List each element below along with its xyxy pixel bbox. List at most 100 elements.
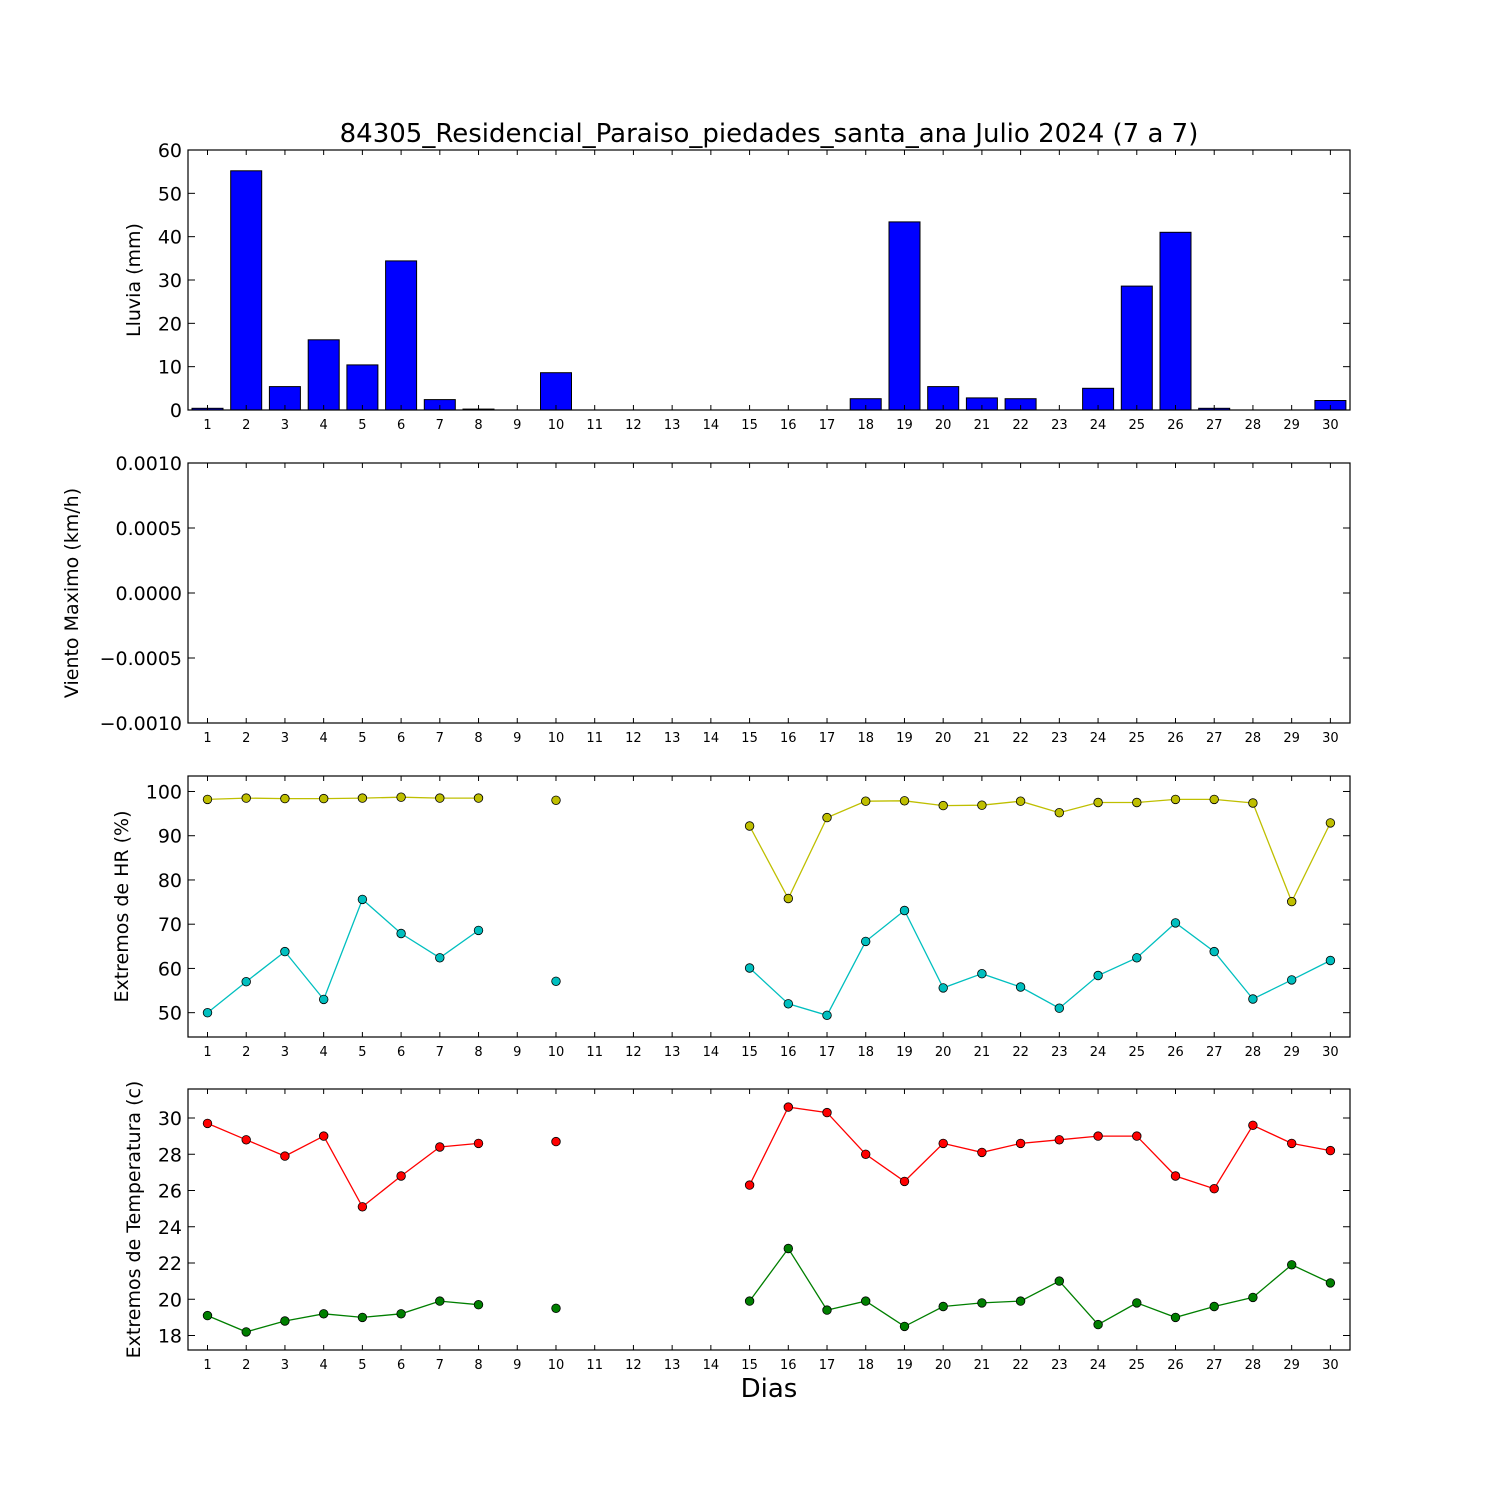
wind-panel: 1 2 3 4 5 6 7 8 9 10 11 12 13 14 15 16 17 18 19 20 21 22 23 24 2… bbox=[61, 453, 1351, 746]
humidity-point-day-28 bbox=[1248, 798, 1258, 808]
temperature-point-day-23 bbox=[1054, 1135, 1065, 1145]
temperature-panel: 1 2 3 4 5 6 7 8 9 10 11 12 13 14 15 16 17 18 19 20 21 22 23 24 2… bbox=[123, 1081, 1351, 1373]
y-tick-label: 30 bbox=[158, 270, 182, 292]
x-tick-label: 30 bbox=[1322, 1045, 1339, 1060]
x-tick-label: 8 bbox=[474, 731, 482, 746]
temperature-point-day-16 bbox=[783, 1243, 794, 1254]
x-tick-label: 29 bbox=[1283, 418, 1300, 433]
temperature-point-day-7 bbox=[435, 1142, 445, 1152]
humidity-point-day-16 bbox=[783, 893, 794, 904]
x-tick-label: 2 bbox=[242, 731, 250, 746]
humidity-point-day-30 bbox=[1325, 955, 1336, 966]
x-tick-label: 19 bbox=[896, 1045, 913, 1060]
bar-day-6 bbox=[385, 260, 418, 411]
x-tick-label: 22 bbox=[1012, 418, 1029, 433]
y-tick-label: 18 bbox=[158, 1326, 182, 1348]
humidity-point-day-7 bbox=[435, 793, 445, 803]
temperature-axes-frame bbox=[187, 1088, 1351, 1351]
y-tick-label: −0.0005 bbox=[100, 648, 182, 670]
x-tick-label: 13 bbox=[664, 1045, 681, 1060]
humidity-point-day-1 bbox=[202, 794, 213, 805]
temperature-point-day-17 bbox=[822, 1107, 832, 1118]
humidity-point-day-7 bbox=[435, 953, 445, 963]
x-tick-label: 25 bbox=[1129, 731, 1146, 746]
x-tick-label: 18 bbox=[857, 1358, 874, 1373]
temperature-point-day-25 bbox=[1132, 1298, 1142, 1308]
x-tick-label: 18 bbox=[857, 418, 874, 433]
temperature-point-day-6 bbox=[396, 1309, 406, 1319]
x-tick-label: 4 bbox=[320, 1045, 328, 1060]
x-tick-label: 21 bbox=[974, 731, 991, 746]
temperature-point-day-18 bbox=[861, 1149, 871, 1160]
x-tick-label: 20 bbox=[935, 1045, 952, 1060]
humidity-point-day-23 bbox=[1054, 808, 1065, 818]
temperature-point-day-19 bbox=[899, 1321, 910, 1332]
humidity-point-day-15 bbox=[744, 963, 755, 973]
x-tick-label: 29 bbox=[1283, 1358, 1300, 1373]
x-tick-label: 2 bbox=[242, 418, 250, 433]
temperature-point-day-29 bbox=[1286, 1260, 1297, 1270]
x-tick-label: 19 bbox=[896, 418, 913, 433]
x-axis-label: Dias bbox=[741, 1374, 798, 1404]
y-tick-label: 60 bbox=[158, 958, 182, 980]
x-tick-label: 25 bbox=[1129, 418, 1146, 433]
x-tick-label: 28 bbox=[1245, 418, 1262, 433]
x-tick-label: 10 bbox=[548, 731, 565, 746]
humidity-point-day-5 bbox=[357, 894, 368, 905]
x-tick-label: 8 bbox=[474, 1045, 482, 1060]
temperature-point-day-4 bbox=[319, 1309, 329, 1319]
x-tick-label: 1 bbox=[203, 1045, 211, 1060]
bar-day-10 bbox=[540, 372, 572, 411]
y-tick-label: 90 bbox=[158, 826, 182, 848]
x-tick-label: 5 bbox=[358, 1358, 366, 1373]
humidity-point-day-21 bbox=[977, 800, 987, 810]
temperature-point-day-5 bbox=[357, 1312, 368, 1323]
x-tick-label: 8 bbox=[474, 1358, 482, 1373]
chart-title: 84305_Residencial_Paraiso_piedades_santa… bbox=[340, 119, 1199, 149]
rain-panel: 1 2 3 4 5 6 7 8 9 10 11 12 13 14 15 16 17 18 19 20 21 22 23 24 2… bbox=[123, 140, 1351, 433]
x-tick-label: 4 bbox=[320, 731, 328, 746]
temperature-point-day-26 bbox=[1170, 1312, 1181, 1323]
humidity-series-2-line bbox=[207, 898, 479, 1014]
x-tick-label: 23 bbox=[1051, 1358, 1068, 1373]
temperature-point-day-5 bbox=[357, 1202, 368, 1212]
y-tick-label: 80 bbox=[158, 870, 182, 892]
temperature-point-day-15 bbox=[744, 1296, 755, 1306]
temperature-point-day-4 bbox=[319, 1131, 329, 1141]
humidity-point-day-25 bbox=[1132, 797, 1142, 808]
humidity-point-day-2 bbox=[241, 793, 251, 803]
humidity-point-day-18 bbox=[861, 796, 871, 806]
x-tick-label: 4 bbox=[320, 1358, 328, 1373]
humidity-series-1-line bbox=[207, 796, 479, 801]
x-tick-label: 16 bbox=[780, 731, 797, 746]
x-tick-label: 4 bbox=[320, 418, 328, 433]
temperature-point-day-18 bbox=[861, 1296, 871, 1306]
x-tick-label: 20 bbox=[935, 418, 952, 433]
humidity-point-day-18 bbox=[861, 936, 871, 947]
x-tick-label: 10 bbox=[548, 1045, 565, 1060]
humidity-series-2-line bbox=[749, 909, 1331, 1017]
x-tick-label: 27 bbox=[1206, 1045, 1223, 1060]
x-tick-label: 22 bbox=[1012, 1358, 1029, 1373]
temperature-point-day-28 bbox=[1248, 1292, 1258, 1303]
x-tick-label: 13 bbox=[664, 731, 681, 746]
temperature-point-day-24 bbox=[1093, 1319, 1103, 1330]
temperature-series-1-line bbox=[749, 1106, 1331, 1190]
humidity-point-day-19 bbox=[899, 796, 910, 806]
y-tick-label: 20 bbox=[158, 313, 182, 335]
temperature-point-day-21 bbox=[977, 1147, 987, 1158]
humidity-point-day-29 bbox=[1286, 896, 1297, 907]
x-tick-label: 6 bbox=[397, 731, 405, 746]
x-tick-label: 6 bbox=[397, 418, 405, 433]
bar-day-19 bbox=[888, 221, 921, 411]
temperature-point-day-10 bbox=[551, 1303, 561, 1314]
x-tick-label: 24 bbox=[1090, 418, 1107, 433]
x-tick-label: 7 bbox=[436, 418, 444, 433]
x-tick-label: 6 bbox=[397, 1045, 405, 1060]
y-tick-label: 0.0010 bbox=[116, 453, 182, 475]
humidity-axes-frame bbox=[187, 775, 1351, 1038]
x-tick-label: 30 bbox=[1322, 418, 1339, 433]
x-tick-label: 21 bbox=[974, 418, 991, 433]
